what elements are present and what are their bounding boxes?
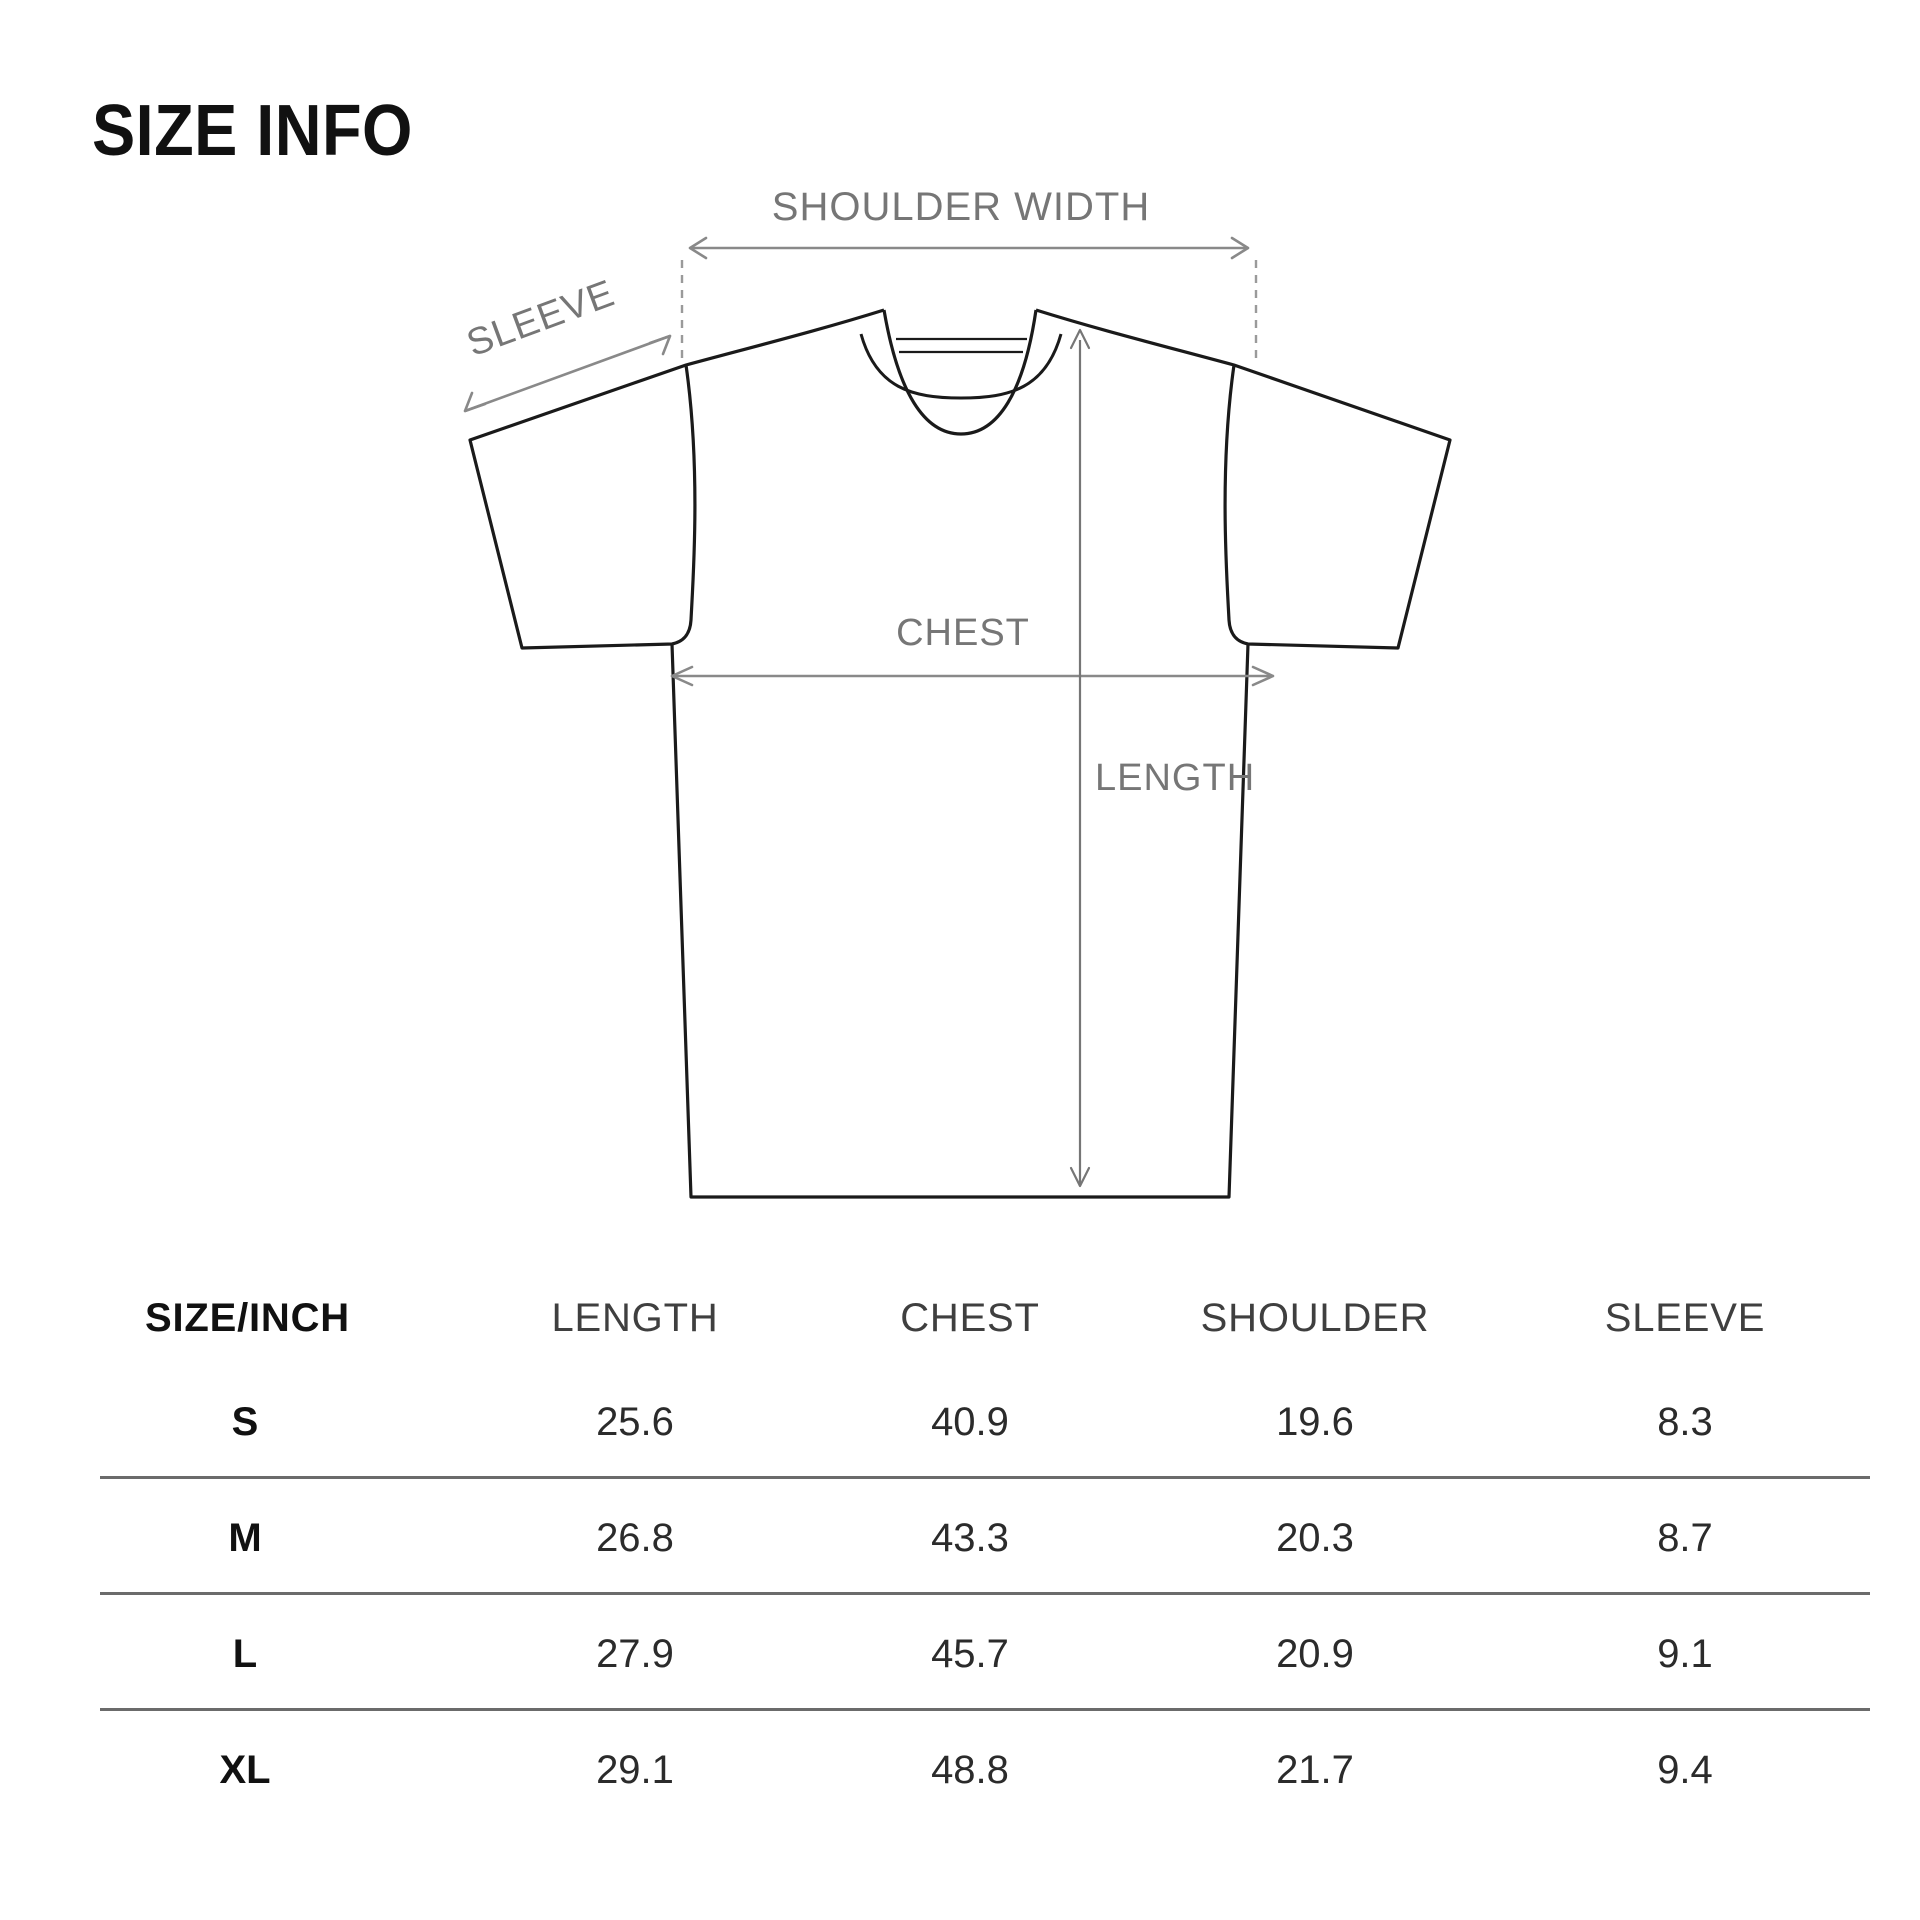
svg-text:LENGTH: LENGTH	[1095, 757, 1255, 799]
svg-text:CHEST: CHEST	[896, 612, 1030, 654]
svg-text:SLEEVE: SLEEVE	[461, 272, 620, 365]
svg-text:SHOULDER WIDTH: SHOULDER WIDTH	[772, 185, 1150, 229]
